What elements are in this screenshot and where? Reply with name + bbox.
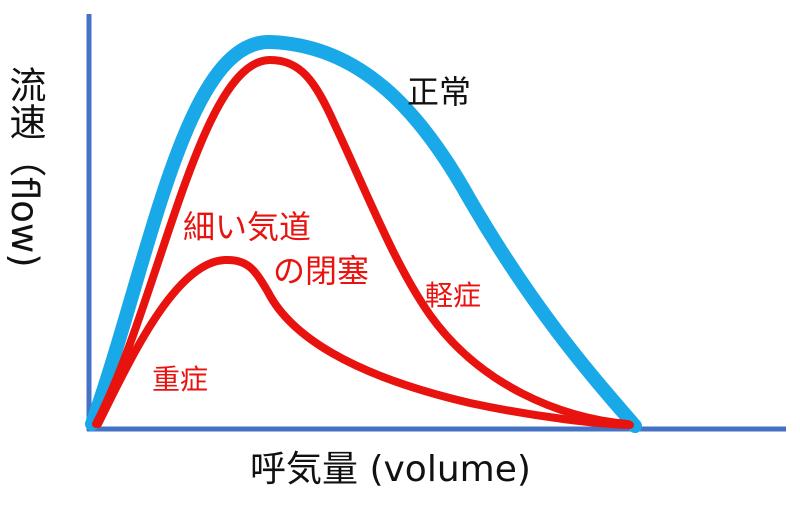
mild-curve-label: 軽症 xyxy=(425,279,482,312)
x-axis-label: 呼気量 (volume) xyxy=(250,449,531,490)
normal-curve xyxy=(85,34,642,433)
mild-curve xyxy=(92,56,632,428)
severe-curve xyxy=(94,255,634,429)
annotation-line-2: の閉塞 xyxy=(273,252,370,290)
annotation-line-1: 細い気道 xyxy=(183,208,312,246)
normal-curve-label: 正常 xyxy=(407,73,472,111)
severe-curve-label: 重症 xyxy=(152,363,209,396)
y-axis-label: 流速（flow) xyxy=(3,66,46,268)
